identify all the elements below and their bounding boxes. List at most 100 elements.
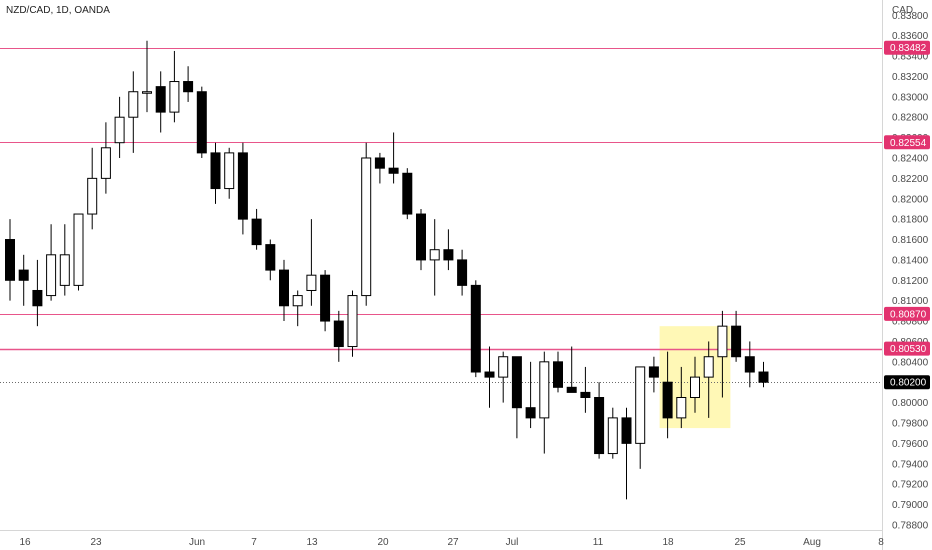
y-tick-label: 0.81800: [892, 215, 929, 226]
y-tick-label: 0.81200: [892, 276, 929, 287]
candle: [744, 341, 755, 388]
candle: [443, 229, 454, 271]
candle: [580, 366, 591, 413]
candle-body-down: [594, 397, 605, 455]
candle-body-down: [457, 259, 468, 286]
candle-body-up: [429, 249, 440, 261]
candle: [676, 366, 687, 429]
price-axis[interactable]: 0.83800 0.83600 0.83400 0.83200 0.83000 0.828…: [884, 11, 930, 532]
candle: [703, 341, 714, 418]
candle-body-down: [744, 356, 755, 373]
candle: [635, 366, 646, 469]
candle: [621, 407, 632, 500]
candle-body-down: [484, 371, 495, 378]
candle: [758, 361, 769, 388]
candle-body-down: [333, 320, 344, 348]
time-axis[interactable]: 16 23 Jun 7 13 20 27 Jul 11 18 25 Aug 8: [19, 537, 884, 548]
candle-body-up: [100, 147, 111, 179]
candle-body-down: [662, 381, 673, 419]
candle-body-up: [717, 325, 728, 358]
x-tick-label: Jun: [189, 537, 205, 548]
y-tick-label: 0.83200: [892, 72, 929, 83]
candle-body-up: [306, 274, 317, 291]
candle-body-up: [87, 177, 98, 215]
candle-body-up: [703, 356, 714, 378]
x-tick-label: 7: [251, 537, 257, 548]
candle: [470, 280, 481, 378]
y-tick-label: 0.83400: [892, 52, 929, 63]
candle: [594, 382, 605, 459]
candle: [690, 356, 700, 413]
candle: [416, 208, 426, 271]
candle: [59, 224, 70, 296]
y-tick-label: 0.79800: [892, 418, 929, 429]
x-tick-label: 13: [306, 537, 318, 548]
candle: [662, 351, 673, 439]
candle-body-down: [388, 167, 399, 174]
candle: [429, 219, 440, 296]
candle-body-down: [265, 244, 276, 271]
y-tick-label: 0.79200: [892, 480, 929, 491]
candle-body-down: [648, 366, 659, 378]
candle: [320, 270, 331, 332]
candle-body-down: [553, 361, 563, 388]
x-tick-label: 11: [593, 537, 604, 548]
candle-body-down: [621, 417, 632, 444]
candle-body-down: [155, 86, 166, 113]
y-tick-label: 0.79400: [892, 459, 929, 470]
candle: [5, 219, 15, 301]
plot-area[interactable]: [0, 40, 882, 500]
candle: [279, 259, 289, 322]
x-tick-label: Aug: [803, 537, 821, 548]
candle-body-up: [59, 254, 70, 286]
candle-body-up: [361, 157, 372, 297]
candle-body-up: [635, 366, 646, 444]
candle: [306, 219, 317, 306]
level-badge: 0.82554: [884, 135, 930, 150]
candle: [361, 142, 372, 306]
candle: [402, 168, 413, 220]
candle-body-down: [251, 218, 262, 246]
level-badge-bg: [884, 306, 930, 321]
candle-body-down: [511, 356, 522, 409]
y-tick-label: 0.80400: [892, 357, 929, 368]
y-tick-label: 0.78800: [892, 520, 929, 531]
candle: [511, 356, 522, 439]
candle: [717, 310, 728, 398]
y-tick-label: 0.82400: [892, 153, 929, 164]
level-badge: 0.80530: [884, 341, 930, 356]
candle: [100, 122, 111, 194]
candle-body-up: [539, 361, 550, 419]
candle: [196, 86, 207, 158]
y-tick-label: 0.82200: [892, 174, 929, 185]
candle: [347, 290, 358, 357]
candle-body-down: [758, 371, 769, 383]
candle: [457, 249, 468, 296]
candle-body-down: [566, 386, 577, 393]
candle: [142, 40, 152, 113]
candle-body-down: [210, 152, 221, 190]
level-badge-label: 0.80530: [890, 344, 927, 355]
candle: [114, 96, 125, 158]
candle-body-up: [46, 254, 57, 297]
candle: [388, 132, 399, 184]
candle-body-down: [470, 284, 481, 373]
y-tick-label: 0.79000: [892, 500, 929, 511]
level-badge-label: 0.80870: [890, 309, 927, 320]
candle: [731, 310, 742, 362]
last-price-badge-bg: [884, 375, 930, 390]
y-tick-label: 0.83800: [892, 11, 929, 22]
y-tick-label: 0.81000: [892, 296, 929, 307]
x-tick-label: 8: [878, 537, 884, 548]
candle-body-down: [279, 269, 289, 307]
candle: [169, 50, 180, 123]
candle: [525, 361, 536, 429]
candle-body-up: [676, 397, 687, 419]
y-tick-label: 0.80000: [892, 398, 929, 409]
candle-body-down: [5, 239, 15, 281]
candle: [484, 346, 495, 408]
candle: [553, 351, 563, 393]
candle: [183, 66, 194, 102]
candle: [128, 71, 139, 153]
